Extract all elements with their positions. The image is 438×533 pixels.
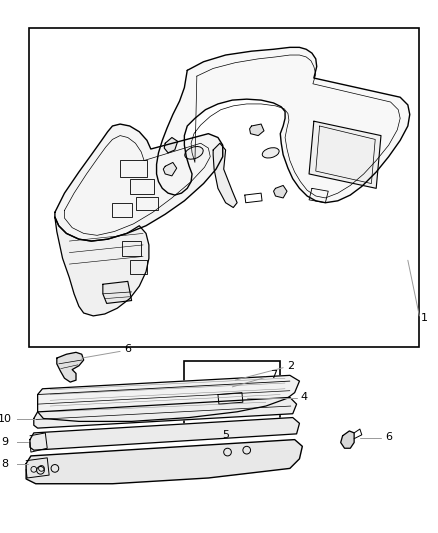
Polygon shape — [163, 163, 177, 176]
Polygon shape — [26, 440, 302, 484]
Polygon shape — [309, 121, 381, 188]
Polygon shape — [156, 47, 410, 203]
Text: 7: 7 — [270, 370, 277, 381]
Text: 2: 2 — [287, 361, 294, 371]
Text: 4: 4 — [300, 392, 307, 402]
Bar — [184, 361, 280, 430]
Bar — [130, 260, 147, 273]
Ellipse shape — [229, 380, 236, 386]
Polygon shape — [218, 393, 243, 404]
Text: 6: 6 — [385, 432, 392, 442]
Bar — [113, 203, 132, 217]
Polygon shape — [213, 143, 237, 207]
Bar — [122, 241, 141, 256]
Text: 10: 10 — [0, 415, 12, 424]
Bar — [130, 179, 154, 194]
Ellipse shape — [185, 147, 203, 159]
Polygon shape — [57, 352, 84, 382]
Polygon shape — [34, 398, 297, 428]
Bar — [29, 28, 419, 346]
Polygon shape — [341, 431, 354, 448]
Text: 6: 6 — [124, 344, 131, 354]
Polygon shape — [38, 375, 300, 422]
Text: 5: 5 — [222, 430, 229, 440]
Polygon shape — [164, 138, 178, 153]
Bar — [120, 159, 147, 177]
Bar — [136, 197, 158, 211]
Polygon shape — [250, 124, 264, 135]
Polygon shape — [103, 281, 132, 303]
Polygon shape — [30, 417, 300, 450]
Polygon shape — [274, 185, 287, 198]
Text: 9: 9 — [1, 437, 9, 447]
Text: 1: 1 — [421, 313, 428, 323]
Text: 8: 8 — [1, 458, 9, 469]
Polygon shape — [55, 124, 223, 241]
Polygon shape — [55, 217, 149, 316]
Ellipse shape — [262, 148, 279, 158]
